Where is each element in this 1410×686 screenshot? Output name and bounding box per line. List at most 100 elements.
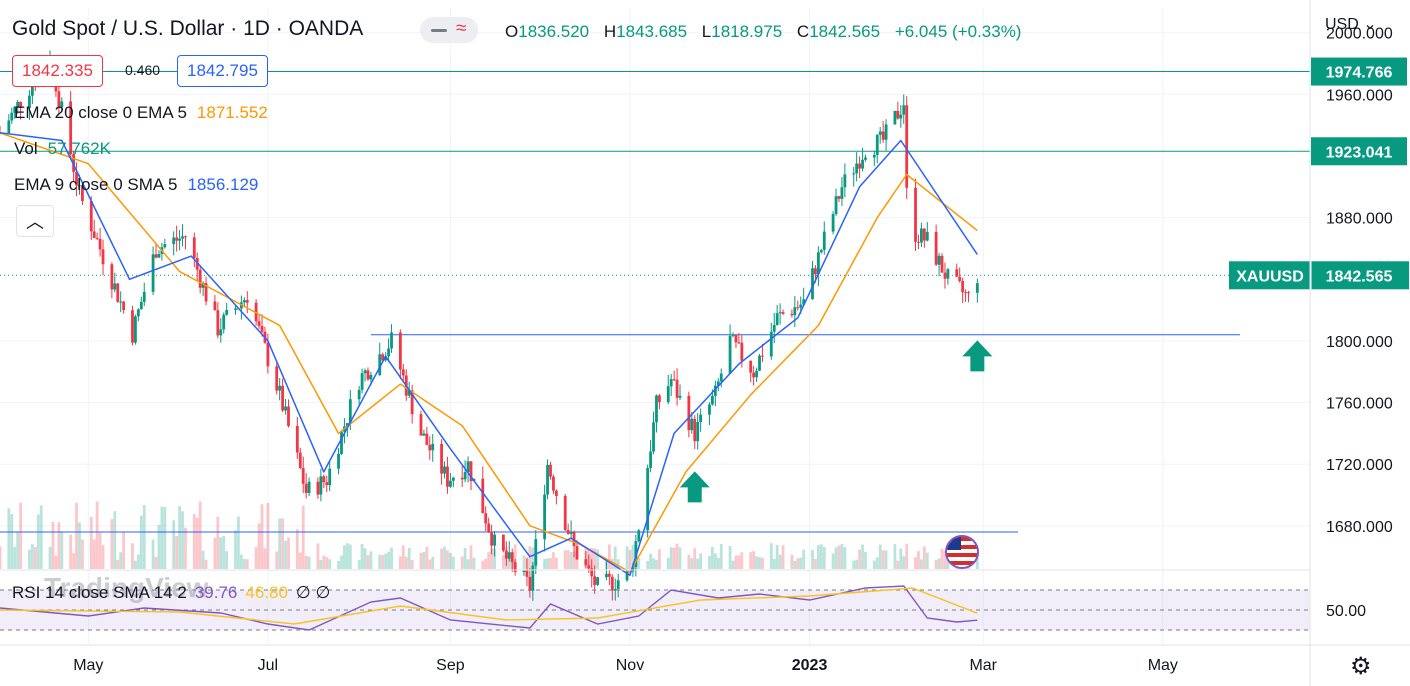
volume-bar [151,539,155,569]
candle [522,570,526,572]
volume-bar [260,504,264,569]
candle [534,539,538,566]
volume-bar [281,518,285,569]
candle [843,174,847,188]
candle [675,379,679,398]
volume-bar [737,555,741,569]
rsi-sma-line [0,587,978,625]
volume-bar [28,549,31,569]
bid-price-button[interactable]: 1842.335 [12,55,103,87]
candle [855,163,859,174]
ohlc-readout: O1836.520 H1843.685 L1818.975 C1842.565 … [505,22,1031,42]
currency-selector[interactable]: USD ⌄ [1325,14,1377,34]
candle [543,494,547,540]
volume-bar [607,544,611,569]
indicator-rsi[interactable]: RSI 14 close SMA 14 2 39.76 46.80 ∅ ∅ [12,583,330,603]
us-flag-event-icon[interactable] [945,535,979,569]
candle [466,461,470,472]
candle [669,379,673,387]
volume-bar [366,555,370,569]
candle [563,495,567,530]
candle [607,573,611,577]
volume-bar [95,501,99,569]
volume-bar [263,548,267,569]
symbol-title[interactable]: Gold Spot / U.S. Dollar · 1D · OANDA [12,17,364,40]
volume-bar [834,547,838,569]
chevron-up-icon: ︿ [26,212,44,232]
candle [28,95,31,109]
indicator-ema9-label: EMA 9 close 0 SMA 5 [14,175,178,194]
volume-bar [816,545,820,569]
ohlc-close: 1842.565 [809,22,881,41]
gear-icon[interactable]: ⚙ [1350,653,1372,680]
volume-bar [649,553,652,569]
volume-bar [134,560,137,569]
candle [778,312,782,314]
volume-bar [772,558,776,569]
candle [381,354,385,361]
y-tick-label: 1760.000 [1326,396,1393,413]
candle [213,301,217,311]
volume-bar [858,549,861,569]
volume-bar [139,515,143,569]
volume-bar [57,522,61,569]
indicator-ema20[interactable]: EMA 20 close 0 EMA 5 1871.552 [14,103,268,123]
ohlc-open: 1836.520 [518,22,590,41]
candle [345,423,349,427]
volume-bar [340,555,343,569]
volume-bar [546,558,549,569]
volume-bar [122,531,126,569]
chart-type-toggle[interactable]: ≈ [420,17,478,43]
candle [440,443,443,474]
indicator-rsi-value: 39.76 [194,583,238,602]
x-tick-label: Sep [436,657,465,674]
indicator-vol[interactable]: Vol 57.762K [14,139,111,159]
volume-bar [213,537,217,569]
volume-bar [319,560,323,569]
volume-bar [781,545,785,569]
volume-bar [7,508,11,569]
volume-bar [678,547,682,569]
candle [525,570,529,577]
volume-bar [522,555,526,569]
volume-bar [934,559,938,569]
candle [357,389,361,400]
volume-bar [384,553,388,569]
candle [89,201,93,232]
volume-bar [451,556,455,569]
candle [652,422,655,452]
volume-bar [257,523,261,569]
candle [172,237,176,245]
volume-bar [749,552,753,569]
volume-bar [840,544,844,569]
candle [925,231,929,241]
volume-bar [110,519,114,569]
candle [775,313,779,326]
candle [57,91,61,108]
candle [428,444,432,451]
minus-icon [431,29,447,32]
volume-bar [204,559,208,569]
indicator-ema9[interactable]: EMA 9 close 0 SMA 5 1856.129 [14,175,258,195]
volume-bar [554,557,558,569]
volume-bar [575,558,579,569]
collapse-indicators-button[interactable]: ︿ [16,205,54,237]
volume-bar [36,514,40,569]
candle [693,418,697,442]
volume-bar [758,557,761,569]
ask-price-button[interactable]: 1842.795 [177,55,268,87]
volume-bar [872,560,876,569]
volume-bar [184,527,187,569]
candle [446,466,449,487]
candle [858,163,861,169]
candle [60,101,64,108]
volume-bar [778,554,782,569]
volume-bar [463,547,467,569]
candle [443,466,446,474]
candle [920,228,923,243]
volume-bar [802,549,806,569]
y-tick-label: 1720.000 [1326,457,1393,474]
volume-bar [899,548,903,569]
volume-bar [92,539,96,569]
